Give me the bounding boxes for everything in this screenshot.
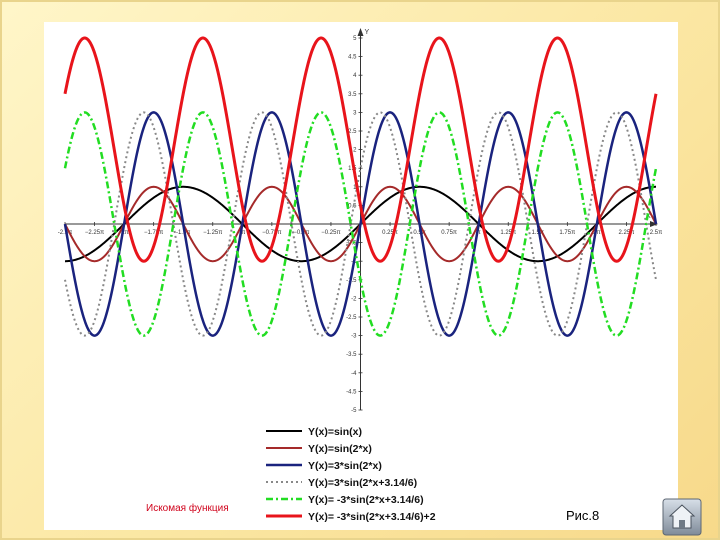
- function-chart: YX-2.5π −2.25π -2π −1.75π -1.5π −1.25π -π −0.75…: [58, 28, 662, 523]
- y-tick-label: -3: [351, 334, 357, 340]
- home-button[interactable]: [662, 498, 702, 536]
- y-tick-label: -2: [351, 296, 357, 302]
- y-tick-label: 5: [353, 36, 357, 42]
- x-tick-label: -π: [239, 230, 245, 236]
- x-tick-label: 0.75π: [441, 230, 457, 236]
- plot-panel: Y X -2.5π −2.25π -2π −1.75π -1.5π −1.25π -π −0.75…: [44, 22, 678, 530]
- series-line-4: [63, 111, 658, 337]
- legend-label-4: Y(x)= -3*sin(2*x+3.14/6): [308, 494, 424, 506]
- y-tick-label: -0.5: [346, 241, 357, 247]
- y-tick-label: -4: [351, 371, 357, 377]
- y-tick-label: 0.5: [348, 203, 357, 209]
- x-tick-label: 1.5π: [532, 230, 544, 236]
- series-line-2: [63, 111, 658, 337]
- x-tick-label: 0.25π: [382, 230, 398, 236]
- y-tick-label: 1: [353, 185, 357, 191]
- x-tick-label: 2π: [593, 230, 600, 236]
- x-tick-label: -2.5π: [58, 230, 72, 236]
- x-tick-label: 1.25π: [500, 230, 516, 236]
- y-tick-label: 2.5: [348, 129, 357, 135]
- x-tick-label: −0.5π: [293, 230, 309, 236]
- y-tick-label: -3.5: [346, 352, 357, 358]
- x-tick-label: 2.5π: [650, 230, 662, 236]
- y-tick-label: -5: [351, 408, 357, 414]
- x-tick-label: −1.25π: [203, 230, 222, 236]
- y-tick-label: -4.5: [346, 389, 357, 395]
- axes-layer: YX-2.5π −2.25π -2π −1.75π -1.5π −1.25π -π −0.75…: [58, 28, 662, 414]
- series-line-3: [64, 111, 657, 337]
- y-axis-arrow: [357, 28, 364, 36]
- x-tick-label: −1.75π: [144, 230, 163, 236]
- legend: Y(x)=sin(x) Y(x)=sin(2*x) Y(x)=3*sin(2*x) Y…: [266, 426, 436, 523]
- series-line-5: [63, 36, 658, 263]
- y-axis-label: Y: [365, 29, 370, 36]
- x-tick-label: 1.75π: [559, 230, 575, 236]
- x-axis-arrow: [650, 221, 658, 227]
- x-tick-label: 0.5π: [413, 230, 425, 236]
- y-tick-label: 3: [353, 110, 357, 116]
- y-tick-label: 4: [353, 73, 357, 79]
- x-tick-label: -2π: [119, 230, 128, 236]
- y-tick-label: 4.5: [348, 55, 357, 61]
- x-tick-label: −0.25π: [321, 230, 340, 236]
- x-tick-label: 2.25π: [619, 230, 635, 236]
- x-tick-label: −0.75π: [262, 230, 281, 236]
- legend-label-1: Y(x)=sin(2*x): [308, 443, 372, 455]
- house-icon: [662, 498, 702, 536]
- y-tick-label: -2.5: [346, 315, 357, 321]
- x-tick-label: π: [477, 230, 481, 236]
- legend-label-2: Y(x)=3*sin(2*x): [308, 460, 382, 472]
- x-tick-label: -1.5π: [176, 230, 190, 236]
- caption-label: Искомая функция: [146, 503, 229, 514]
- legend-label-3: Y(x)=3*sin(2*x+3.14/6): [308, 477, 417, 489]
- figure-label: Рис.8: [566, 508, 600, 523]
- x-tick-label: −2.25π: [85, 230, 104, 236]
- legend-label-5: Y(x)= -3*sin(2*x+3.14/6)+2: [308, 511, 436, 523]
- y-tick-label: 3.5: [348, 92, 357, 98]
- y-tick-label: 2: [353, 148, 357, 154]
- curves-layer: [63, 36, 658, 337]
- legend-label-0: Y(x)=sin(x): [308, 426, 362, 438]
